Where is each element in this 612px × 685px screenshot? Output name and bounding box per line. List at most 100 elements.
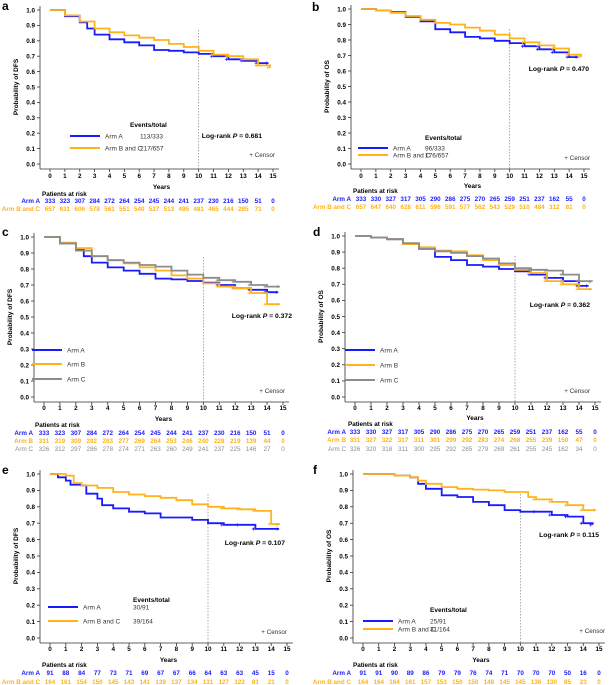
y-tick-label: 0.0 xyxy=(26,635,35,642)
panel-e: e0.00.10.20.30.40.50.60.70.80.91.00 1 2 3 4 5… xyxy=(2,463,293,685)
risk-row-label: Arm B and C xyxy=(2,679,41,685)
risk-count: 330 xyxy=(366,429,377,436)
risk-count: 326 xyxy=(39,446,50,453)
risk-count: 484 xyxy=(534,204,545,211)
risk-count: 495 xyxy=(179,206,190,213)
x-tick-label: 7 xyxy=(152,173,156,180)
x-tick-label: 14 xyxy=(580,646,588,653)
censor-mark xyxy=(220,506,224,510)
risk-count: 164 xyxy=(373,679,384,685)
x-tick-label: 2 xyxy=(74,405,78,412)
x-axis-title: Years xyxy=(155,416,173,423)
x-tick-label: 8 xyxy=(487,646,491,653)
risk-count: 143 xyxy=(124,679,135,685)
x-tick-label: 4 xyxy=(417,405,421,412)
x-tick-label: 14 xyxy=(566,173,574,180)
y-tick-label: 0.5 xyxy=(20,314,29,321)
censor-mark xyxy=(559,282,563,286)
km-curve-arm-a xyxy=(361,8,579,58)
risk-count: 240 xyxy=(198,438,209,445)
risk-count: 91 xyxy=(46,670,54,677)
risk-count: 0 xyxy=(281,438,285,445)
risk-count: 130 xyxy=(547,679,558,685)
risk-count: 63 xyxy=(236,670,244,677)
censor-mark xyxy=(579,521,583,525)
censor-mark xyxy=(559,273,563,277)
risk-count: 264 xyxy=(118,430,129,437)
legend-events: 113/333 xyxy=(140,133,163,140)
p-value-part: P xyxy=(263,313,268,320)
risk-count: 292 xyxy=(446,446,457,453)
legend-label: Arm A xyxy=(393,145,411,152)
x-tick-label: 2 xyxy=(80,646,84,653)
risk-count: 333 xyxy=(350,429,361,436)
risk-count: 71 xyxy=(125,670,133,677)
y-tick-label: 0.0 xyxy=(26,161,35,168)
risk-count: 136 xyxy=(531,679,542,685)
risk-count: 309 xyxy=(71,438,82,445)
x-tick-label: 11 xyxy=(216,405,223,412)
risk-row-label: Arm A xyxy=(332,196,351,203)
km-curve-arm-b-and-c xyxy=(50,473,280,525)
risk-count: 657 xyxy=(356,204,367,211)
x-tick-label: 6 xyxy=(143,646,147,653)
risk-count: 0 xyxy=(593,446,597,453)
y-tick-label: 0.2 xyxy=(20,362,29,369)
y-tick-label: 0.5 xyxy=(26,553,35,560)
p-value-part: = 0.372 xyxy=(267,313,292,320)
censor-mark xyxy=(275,527,279,531)
x-tick-label: 11 xyxy=(210,173,217,180)
risk-count: 241 xyxy=(179,198,190,205)
risk-count: 292 xyxy=(87,438,98,445)
risk-count: 0 xyxy=(582,204,586,211)
risk-count: 161 xyxy=(405,679,416,685)
censor-mark xyxy=(251,509,255,513)
risk-count: 150 xyxy=(246,430,257,437)
y-tick-label: 1.0 xyxy=(331,233,340,240)
risk-count: 529 xyxy=(504,204,515,211)
y-tick-label: 0.4 xyxy=(26,100,35,107)
risk-count: 0 xyxy=(285,679,289,685)
y-tick-label: 0.0 xyxy=(20,394,29,401)
x-tick-label: 10 xyxy=(506,173,514,180)
y-tick-label: 0.6 xyxy=(26,69,35,76)
p-value-part: = 0.107 xyxy=(260,540,285,547)
p-value-part: P xyxy=(233,133,238,140)
risk-count: 241 xyxy=(182,430,193,437)
censor-mark xyxy=(589,523,593,527)
risk-count: 50 xyxy=(564,670,572,677)
y-tick-label: 0.1 xyxy=(339,619,348,626)
risk-count: 76 xyxy=(470,670,478,677)
risk-count: 164 xyxy=(389,679,400,685)
censor-mark xyxy=(275,523,279,527)
y-axis-title: Probability of OS xyxy=(324,59,331,112)
censor-mark xyxy=(210,53,214,57)
legend-events: 25/91 xyxy=(430,618,447,625)
risk-count: 333 xyxy=(39,430,50,437)
risk-count: 73 xyxy=(110,670,118,677)
y-tick-label: 0.7 xyxy=(20,282,29,289)
censor-legend: + Censor xyxy=(579,628,605,635)
x-tick-label: 9 xyxy=(186,405,190,412)
risk-count: 237 xyxy=(193,198,204,205)
risk-count: 67 xyxy=(157,670,165,677)
x-tick-label: 3 xyxy=(401,405,405,412)
risk-count: 286 xyxy=(446,429,457,436)
y-tick-label: 0.9 xyxy=(339,488,348,495)
x-tick-label: 0 xyxy=(48,646,52,653)
risk-count: 150 xyxy=(452,679,463,685)
x-tick-label: 11 xyxy=(533,646,540,653)
p-value-part: = 0.681 xyxy=(237,133,262,140)
risk-count: 255 xyxy=(526,446,537,453)
y-tick-label: 0.1 xyxy=(331,378,340,385)
risk-count: 164 xyxy=(45,679,56,685)
risk-count: 81 xyxy=(566,204,574,211)
x-tick-label: 1 xyxy=(63,173,67,180)
censor-mark xyxy=(527,268,531,272)
p-value-part: = 0.470 xyxy=(564,66,589,73)
risk-count: 543 xyxy=(490,204,501,211)
x-tick-label: 0 xyxy=(353,405,357,412)
y-tick-label: 0.4 xyxy=(26,570,35,577)
p-value-part: = 0.362 xyxy=(565,302,590,309)
risk-count: 228 xyxy=(214,438,225,445)
